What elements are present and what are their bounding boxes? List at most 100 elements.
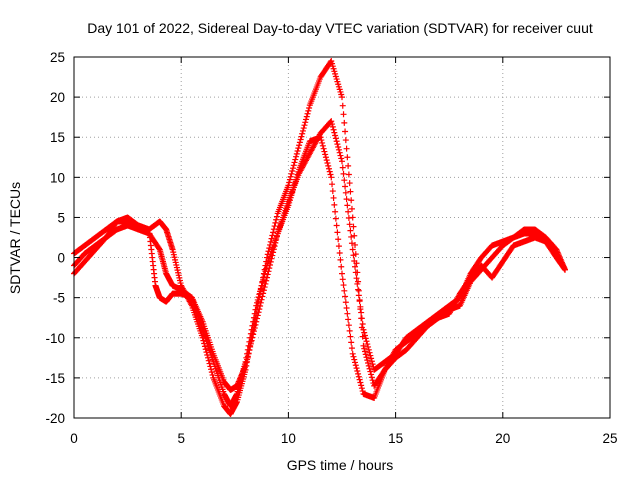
data-point	[303, 113, 310, 120]
data-point	[348, 339, 355, 346]
data-point	[355, 373, 362, 380]
data-point	[340, 170, 347, 177]
data-point	[354, 368, 361, 375]
data-point	[351, 356, 358, 363]
y-tick-label: 20	[50, 90, 65, 105]
data-point	[364, 341, 371, 348]
data-point	[358, 324, 365, 331]
data-point	[319, 142, 326, 149]
data-point	[329, 188, 336, 195]
data-point	[353, 275, 360, 282]
data-point	[349, 246, 356, 253]
data-point	[344, 202, 351, 209]
data-point	[318, 137, 325, 144]
data-point	[366, 365, 373, 372]
data-point	[345, 322, 352, 329]
data-point	[250, 318, 257, 325]
data-point	[329, 121, 336, 128]
series-pass-2	[71, 58, 568, 417]
data-point	[258, 282, 265, 289]
data-point	[342, 137, 349, 144]
x-tick-label: 10	[281, 431, 296, 446]
data-point	[346, 327, 353, 334]
data-point	[254, 299, 261, 306]
data-point	[361, 329, 368, 336]
data-point	[270, 226, 277, 233]
data-point	[361, 348, 368, 355]
data-point	[246, 338, 253, 345]
data-point	[334, 141, 341, 148]
data-point	[364, 357, 371, 364]
data-point	[202, 346, 209, 353]
data-point	[243, 354, 250, 361]
data-point	[561, 265, 568, 272]
data-point	[262, 280, 269, 287]
data-point	[304, 110, 311, 117]
data-point	[328, 174, 335, 181]
data-point	[368, 358, 375, 365]
data-point	[337, 256, 344, 263]
data-point	[348, 240, 355, 247]
data-point	[336, 149, 343, 156]
data-point	[267, 238, 274, 245]
data-point	[335, 236, 342, 243]
data-point	[297, 136, 304, 143]
x-axis-label: GPS time / hours	[287, 457, 394, 473]
data-point	[296, 139, 303, 146]
data-point	[262, 268, 269, 275]
data-point	[360, 342, 367, 349]
data-point	[368, 374, 375, 381]
data-point	[286, 179, 293, 186]
data-point	[255, 294, 262, 301]
data-point	[337, 152, 344, 159]
data-point	[317, 134, 324, 141]
data-point	[365, 362, 372, 369]
data-point	[331, 129, 338, 136]
data-point	[247, 334, 254, 341]
data-point	[342, 183, 349, 190]
data-point	[333, 138, 340, 145]
data-point	[327, 171, 334, 178]
data-point	[270, 229, 277, 236]
data-point	[339, 164, 346, 171]
data-point	[355, 370, 362, 377]
data-point	[305, 107, 312, 114]
data-point	[342, 299, 349, 306]
data-point	[208, 369, 215, 376]
data-point	[332, 215, 339, 222]
x-tick-label: 0	[70, 431, 78, 446]
data-point	[362, 335, 369, 342]
data-point	[365, 343, 372, 350]
data-point	[290, 162, 297, 169]
data-point	[244, 346, 251, 353]
data-point	[350, 223, 357, 230]
data-point	[365, 359, 372, 366]
data-point	[352, 359, 359, 366]
data-point	[358, 309, 365, 316]
data-point	[346, 180, 353, 187]
data-point	[286, 176, 293, 183]
data-point	[348, 197, 355, 204]
y-tick-label: 25	[50, 50, 65, 65]
data-point	[341, 119, 348, 126]
data-point	[338, 155, 345, 162]
data-point	[251, 310, 258, 317]
data-point	[342, 189, 349, 196]
data-point	[339, 94, 345, 101]
data-point	[359, 388, 366, 395]
data-point	[345, 208, 352, 215]
data-point	[250, 314, 257, 321]
data-point	[355, 278, 362, 285]
data-point	[263, 277, 270, 284]
y-tick-label: 15	[50, 130, 65, 145]
data-point	[365, 346, 372, 353]
data-point	[331, 201, 338, 208]
data-point	[330, 194, 337, 201]
data-point	[333, 222, 340, 229]
data-point	[352, 362, 359, 369]
data-point	[295, 145, 302, 152]
data-point	[291, 159, 298, 166]
data-point	[257, 288, 264, 295]
data-point	[332, 132, 339, 139]
